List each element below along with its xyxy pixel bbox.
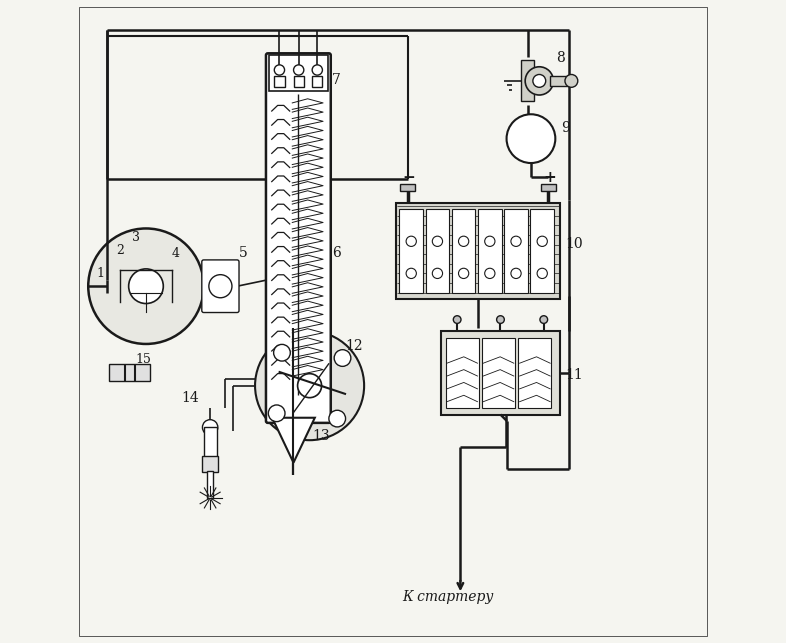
Circle shape xyxy=(506,114,556,163)
Circle shape xyxy=(432,268,443,278)
Bar xyxy=(399,209,423,293)
Circle shape xyxy=(537,268,547,278)
Circle shape xyxy=(533,75,545,87)
Text: −: − xyxy=(402,170,415,185)
Circle shape xyxy=(274,345,290,361)
Text: 11: 11 xyxy=(565,368,582,382)
Circle shape xyxy=(511,268,521,278)
Circle shape xyxy=(312,65,322,75)
Circle shape xyxy=(293,65,304,75)
FancyBboxPatch shape xyxy=(202,260,239,312)
Bar xyxy=(269,55,328,91)
Circle shape xyxy=(203,420,218,435)
Text: 4: 4 xyxy=(171,248,180,260)
Circle shape xyxy=(432,236,443,246)
Bar xyxy=(518,338,552,408)
Text: 7: 7 xyxy=(332,73,341,87)
Text: 10: 10 xyxy=(565,237,582,251)
Bar xyxy=(504,209,528,293)
Text: 6: 6 xyxy=(332,246,341,260)
Bar xyxy=(204,427,217,458)
Text: 1: 1 xyxy=(97,267,105,280)
Bar xyxy=(452,209,476,293)
Text: 15: 15 xyxy=(135,353,151,367)
Circle shape xyxy=(458,268,468,278)
Circle shape xyxy=(334,350,351,367)
Bar xyxy=(521,60,534,102)
Text: 13: 13 xyxy=(313,429,330,443)
Text: A: A xyxy=(525,132,537,146)
Text: К стартеру: К стартеру xyxy=(402,590,494,604)
Polygon shape xyxy=(272,418,315,463)
Bar xyxy=(202,457,219,472)
Circle shape xyxy=(458,236,468,246)
Circle shape xyxy=(485,236,495,246)
Circle shape xyxy=(485,268,495,278)
Bar xyxy=(425,209,450,293)
Bar xyxy=(312,76,322,87)
Bar xyxy=(550,76,568,86)
Bar xyxy=(478,209,501,293)
Text: 8: 8 xyxy=(556,51,565,65)
Circle shape xyxy=(274,65,285,75)
Bar xyxy=(482,338,515,408)
Circle shape xyxy=(525,67,553,95)
Bar xyxy=(396,203,560,299)
Text: 9: 9 xyxy=(561,122,570,135)
Circle shape xyxy=(565,75,578,87)
Circle shape xyxy=(209,275,232,298)
Circle shape xyxy=(540,316,548,323)
Circle shape xyxy=(298,374,321,397)
Circle shape xyxy=(406,236,417,246)
Text: 14: 14 xyxy=(182,391,199,404)
Circle shape xyxy=(255,331,364,440)
Bar xyxy=(109,365,150,381)
Circle shape xyxy=(406,268,417,278)
Circle shape xyxy=(268,405,285,422)
Circle shape xyxy=(497,316,505,323)
Text: +: + xyxy=(543,170,556,185)
Text: 12: 12 xyxy=(345,340,362,354)
Bar xyxy=(293,76,304,87)
Bar xyxy=(446,338,479,408)
Bar xyxy=(531,209,554,293)
Circle shape xyxy=(329,410,346,427)
Bar xyxy=(207,471,213,498)
Circle shape xyxy=(537,236,547,246)
Circle shape xyxy=(454,316,461,323)
Bar xyxy=(274,76,285,87)
Bar xyxy=(441,331,560,415)
Circle shape xyxy=(88,228,204,344)
Text: 2: 2 xyxy=(116,244,123,257)
Text: 5: 5 xyxy=(239,246,248,260)
Circle shape xyxy=(129,269,163,303)
Circle shape xyxy=(511,236,521,246)
Text: 3: 3 xyxy=(132,231,140,244)
FancyBboxPatch shape xyxy=(266,53,331,423)
Bar xyxy=(541,183,556,191)
Bar xyxy=(400,183,416,191)
